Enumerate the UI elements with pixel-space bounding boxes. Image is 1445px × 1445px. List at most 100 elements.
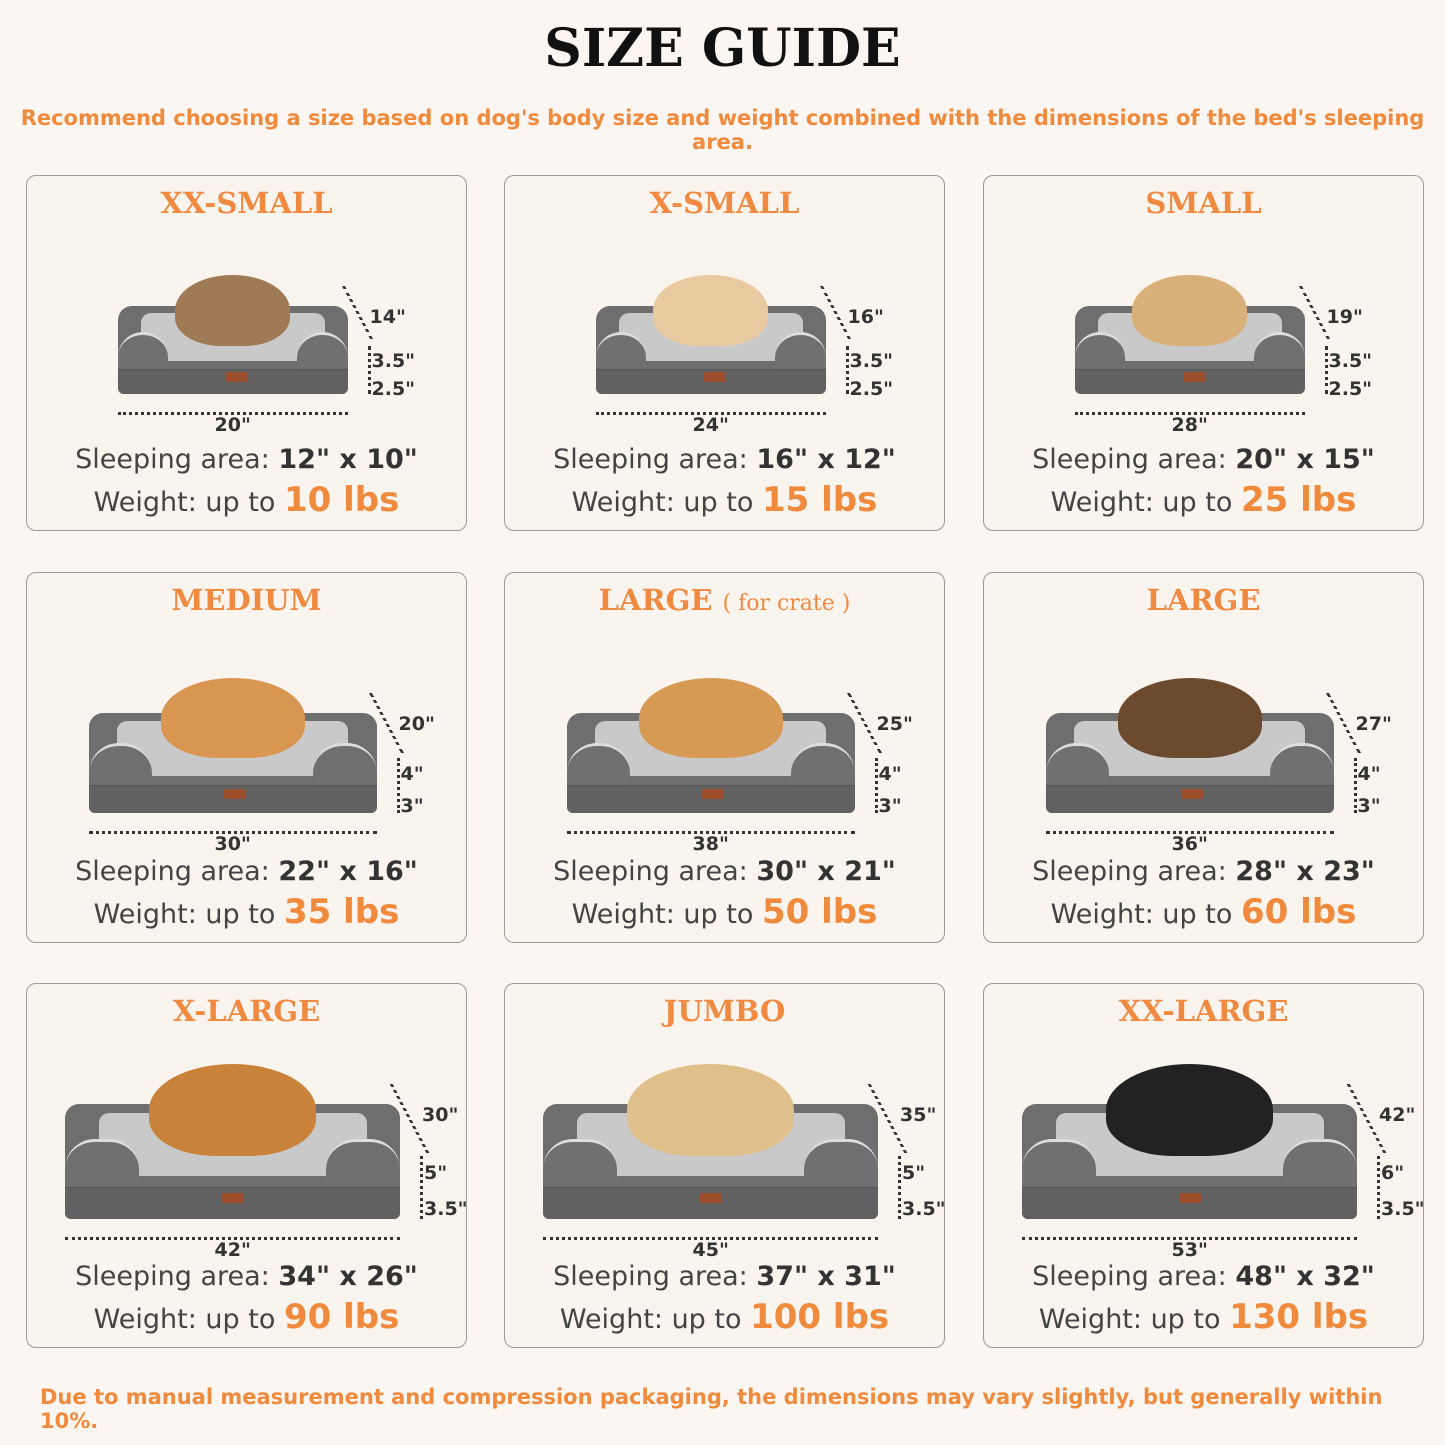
brand-tag bbox=[1180, 789, 1203, 799]
sleeping-area: Sleeping area: 12" x 10" bbox=[27, 444, 466, 475]
depth-label: 35" bbox=[900, 1104, 937, 1126]
width-line bbox=[88, 831, 377, 834]
height-base-label: 3" bbox=[400, 795, 424, 817]
depth-label: 25" bbox=[876, 713, 913, 735]
size-card-medium: MEDIUM 20" 4" 3" 30" Sleeping area: 22" … bbox=[26, 572, 467, 943]
sleeping-area: Sleeping area: 22" x 16" bbox=[27, 856, 466, 887]
size-name: SMALL bbox=[1145, 186, 1262, 220]
brand-tag bbox=[223, 789, 246, 799]
size-note: ( for crate ) bbox=[722, 591, 851, 616]
weight-limit: Weight: up to 130 lbs bbox=[984, 1297, 1423, 1337]
weight-value: 25 lbs bbox=[1240, 480, 1357, 520]
depth-label: 27" bbox=[1355, 713, 1392, 735]
depth-label: 19" bbox=[1326, 306, 1363, 328]
width-line bbox=[543, 1237, 878, 1240]
brand-tag bbox=[703, 371, 726, 382]
sleeping-value: 30" x 21" bbox=[756, 856, 896, 887]
weight-value: 35 lbs bbox=[283, 892, 400, 932]
brand-tag bbox=[1179, 1192, 1202, 1203]
weight-limit: Weight: up to 50 lbs bbox=[505, 892, 944, 932]
size-card-large-crate: LARGE ( for crate ) 25" 4" 3" 38" Sleepin… bbox=[504, 572, 945, 943]
sleeping-label: Sleeping area: bbox=[75, 444, 270, 475]
height-line bbox=[898, 1155, 901, 1219]
depth-label: 42" bbox=[1379, 1104, 1416, 1126]
weight-limit: Weight: up to 10 lbs bbox=[27, 480, 466, 520]
size-title: XX-LARGE bbox=[984, 994, 1423, 1028]
size-card-x-small: X-SMALL 16" 3.5" 2.5" 24" Sleeping area:… bbox=[504, 175, 945, 531]
sleeping-area: Sleeping area: 30" x 21" bbox=[505, 856, 944, 887]
height-top-label: 5" bbox=[424, 1161, 448, 1184]
page-title: SIZE GUIDE bbox=[544, 18, 901, 79]
width-label: 53" bbox=[1171, 1239, 1208, 1261]
size-card-x-large: X-LARGE 30" 5" 3.5" 42" Sleeping area: 3… bbox=[26, 983, 468, 1348]
sleeping-label: Sleeping area: bbox=[75, 1261, 270, 1292]
sleeping-area: Sleeping area: 34" x 26" bbox=[27, 1261, 466, 1292]
height-top-label: 4" bbox=[400, 763, 424, 785]
width-line bbox=[117, 412, 348, 415]
size-title: X-LARGE bbox=[27, 994, 466, 1028]
weight-limit: Weight: up to 60 lbs bbox=[984, 892, 1423, 932]
weight-label: Weight: up to bbox=[559, 1304, 742, 1335]
dog-image bbox=[1132, 275, 1247, 346]
height-top-label: 4" bbox=[1357, 763, 1381, 785]
depth-label: 20" bbox=[398, 713, 435, 735]
sleeping-label: Sleeping area: bbox=[553, 1261, 748, 1292]
sleeping-value: 28" x 23" bbox=[1235, 856, 1375, 887]
size-name: LARGE bbox=[598, 583, 713, 617]
weight-value: 50 lbs bbox=[761, 892, 878, 932]
size-card-large: LARGE 27" 4" 3" 36" Sleeping area: 28" x… bbox=[983, 572, 1424, 943]
sleeping-label: Sleeping area: bbox=[1032, 856, 1227, 887]
height-top-label: 3.5" bbox=[1328, 350, 1373, 372]
height-line bbox=[1324, 345, 1328, 394]
weight-label: Weight: up to bbox=[571, 899, 754, 930]
size-title: XX-SMALL bbox=[27, 186, 466, 220]
width-line bbox=[595, 412, 826, 415]
width-line bbox=[1074, 412, 1305, 415]
size-card-jumbo: JUMBO 35" 5" 3.5" 45" Sleeping area: 37"… bbox=[504, 983, 946, 1348]
size-title: MEDIUM bbox=[27, 583, 466, 617]
size-name: LARGE bbox=[1146, 583, 1261, 617]
sleeping-area: Sleeping area: 16" x 12" bbox=[505, 444, 944, 475]
depth-label: 14" bbox=[369, 306, 406, 328]
weight-label: Weight: up to bbox=[93, 487, 276, 518]
size-name: XX-SMALL bbox=[160, 186, 333, 220]
weight-value: 10 lbs bbox=[283, 480, 400, 520]
weight-limit: Weight: up to 100 lbs bbox=[505, 1297, 944, 1337]
size-title: X-SMALL bbox=[505, 186, 944, 220]
weight-value: 100 lbs bbox=[750, 1297, 890, 1337]
brand-tag bbox=[701, 789, 724, 799]
weight-label: Weight: up to bbox=[1038, 1304, 1221, 1335]
dog-image bbox=[148, 1063, 317, 1156]
weight-value: 60 lbs bbox=[1240, 892, 1357, 932]
sleeping-value: 16" x 12" bbox=[756, 444, 896, 475]
height-top-label: 6" bbox=[1381, 1161, 1405, 1184]
depth-label: 16" bbox=[847, 306, 884, 328]
width-label: 36" bbox=[1171, 833, 1208, 855]
height-top-label: 5" bbox=[902, 1161, 926, 1184]
sleeping-value: 22" x 16" bbox=[278, 856, 418, 887]
width-label: 24" bbox=[692, 414, 729, 436]
width-line bbox=[566, 831, 855, 834]
height-line bbox=[367, 345, 371, 394]
dog-image bbox=[653, 275, 768, 346]
weight-label: Weight: up to bbox=[1050, 487, 1233, 518]
sleeping-label: Sleeping area: bbox=[75, 856, 270, 887]
weight-limit: Weight: up to 25 lbs bbox=[984, 480, 1423, 520]
size-title: JUMBO bbox=[505, 994, 944, 1028]
dog-image bbox=[638, 678, 783, 758]
width-label: 38" bbox=[692, 833, 729, 855]
height-top-label: 3.5" bbox=[849, 350, 894, 372]
weight-value: 130 lbs bbox=[1229, 1297, 1369, 1337]
height-base-label: 2.5" bbox=[849, 378, 894, 401]
height-base-label: 2.5" bbox=[1328, 378, 1373, 401]
height-top-label: 3.5" bbox=[371, 350, 416, 372]
bed-image bbox=[1045, 713, 1334, 813]
sleeping-area: Sleeping area: 48" x 32" bbox=[984, 1261, 1423, 1292]
height-base-label: 3.5" bbox=[424, 1198, 468, 1221]
sleeping-label: Sleeping area: bbox=[1032, 444, 1227, 475]
height-line bbox=[396, 758, 400, 813]
height-base-label: 3" bbox=[1357, 795, 1381, 817]
size-title: LARGE bbox=[984, 583, 1423, 617]
height-line bbox=[420, 1155, 423, 1219]
brand-tag bbox=[700, 1192, 723, 1203]
